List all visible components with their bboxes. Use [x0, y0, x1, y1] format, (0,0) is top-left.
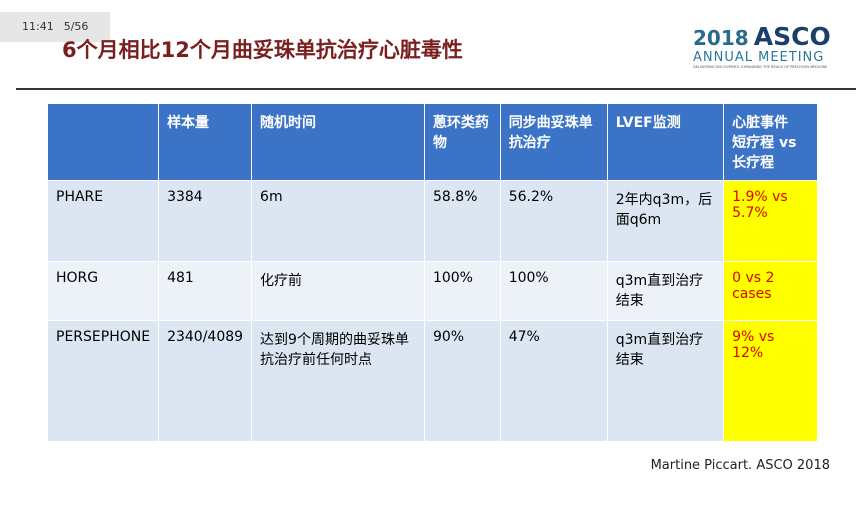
column-header: 蒽环类药物	[423, 103, 501, 181]
table-cell: HORG	[46, 261, 160, 321]
table: 样本量 随机时间 蒽环类药物 同步曲妥珠单抗治疗 LVEF监测 心脏事件 短疗程 vs长疗…	[46, 103, 818, 442]
table-cell: PERSEPHONE	[46, 320, 160, 442]
table-cell: 100%	[423, 261, 501, 321]
table-cell: 90%	[423, 320, 501, 442]
table-row: PHARE 3384 6m 58.8% 56.2% 2年内q3m，后面q6m 1.9% vs…	[46, 180, 818, 262]
table-cell: q3m直到治疗结束	[606, 320, 725, 442]
table-cell: 3384	[158, 180, 253, 262]
table-row: HORG 481 化疗前 100% 100% q3m直到治疗结束 0 vs 2 cases	[46, 261, 818, 321]
column-header: 心脏事件 短疗程 vs长疗程	[723, 103, 818, 181]
table-cell: q3m直到治疗结束	[606, 261, 725, 321]
table-cell: 9% vs 12%	[723, 320, 818, 442]
column-header: 样本量	[158, 103, 253, 181]
column-header	[46, 103, 160, 181]
table-row: PERSEPHONE 2340/4089 达到9个周期的曲妥珠单抗治疗前任何时点 90…	[46, 320, 818, 442]
logo-subtitle: ANNUAL MEETING	[693, 50, 825, 65]
table-cell: PHARE	[46, 180, 160, 262]
divider	[16, 88, 856, 90]
table-cell: 6m	[251, 180, 425, 262]
logo-year: 2018	[693, 26, 749, 50]
table-cell: 47%	[499, 320, 608, 442]
column-header: LVEF监测	[606, 103, 725, 181]
slide-number: 5/56	[63, 20, 89, 33]
table-cell: 56.2%	[499, 180, 608, 262]
column-header: 随机时间	[251, 103, 425, 181]
table-cell: 达到9个周期的曲妥珠单抗治疗前任何时点	[251, 320, 425, 442]
logo-brand: ASCO	[753, 22, 831, 51]
logo: 2018 ASCO ANNUAL MEETING DELIVERING DISC…	[693, 22, 853, 69]
table-cell: 0 vs 2 cases	[723, 261, 818, 321]
table-cell: 化疗前	[251, 261, 425, 321]
table-cell: 58.8%	[423, 180, 501, 262]
table-cell: 2340/4089	[158, 320, 253, 442]
table-cell: 481	[158, 261, 253, 321]
table-cell: 100%	[499, 261, 608, 321]
citation: Martine Piccart. ASCO 2018	[650, 458, 830, 473]
logo-tagline: DELIVERING DISCOVERIES: EXPANDING THE RE…	[693, 65, 828, 69]
header-row: 样本量 随机时间 蒽环类药物 同步曲妥珠单抗治疗 LVEF监测 心脏事件 短疗程 vs长疗…	[46, 103, 818, 181]
table-cell: 2年内q3m，后面q6m	[606, 180, 725, 262]
time: 11:41	[22, 20, 54, 33]
column-header: 同步曲妥珠单抗治疗	[499, 103, 608, 181]
slide-title: 6个月相比12个月曲妥珠单抗治疗心脏毒性	[62, 38, 463, 62]
status-bar: 11:41 5/56	[0, 12, 110, 42]
table-cell: 1.9% vs 5.7%	[723, 180, 818, 262]
